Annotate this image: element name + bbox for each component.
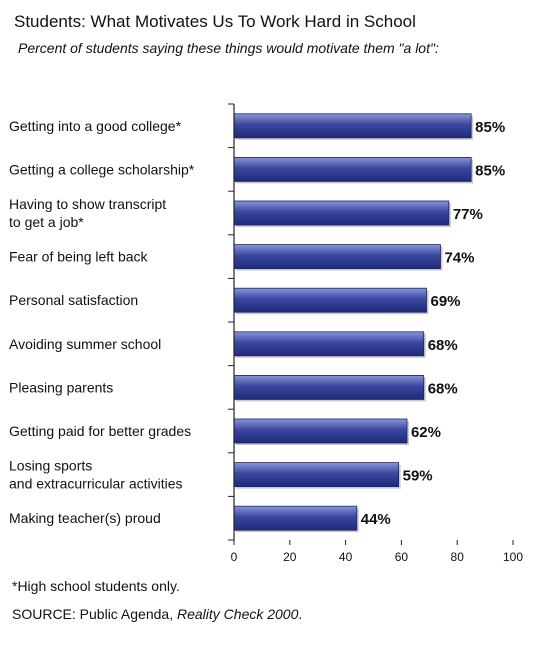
data-label: 69% [431, 293, 461, 310]
data-label: 68% [428, 337, 458, 354]
data-label: 68% [428, 380, 458, 397]
category-label: Getting paid for better grades [9, 423, 191, 439]
chart-subtitle: Percent of students saying these things … [18, 40, 439, 56]
bar [233, 113, 472, 139]
source-suffix: . [298, 606, 303, 622]
bar [233, 156, 472, 182]
x-tick-label: 40 [339, 550, 353, 564]
data-label: 59% [403, 468, 433, 485]
source-note: SOURCE: Public Agenda, Reality Check 200… [12, 606, 302, 622]
category-label: Avoiding summer school [9, 336, 161, 352]
x-tick-label: 0 [231, 550, 238, 564]
bar [233, 418, 408, 444]
source-publication: Reality Check 2000 [176, 606, 299, 622]
category-label: Personal satisfaction [9, 292, 138, 308]
x-tick-label: 100 [503, 550, 523, 564]
category-label: Getting a college scholarship* [9, 161, 195, 177]
chart-title: Students: What Motivates Us To Work Hard… [14, 12, 416, 31]
data-label: 62% [411, 424, 441, 441]
bar [233, 505, 358, 531]
x-tick-label: 80 [451, 550, 465, 564]
bar [233, 244, 441, 270]
x-tick-label: 60 [395, 550, 409, 564]
data-label: 85% [475, 162, 505, 179]
data-label: 85% [475, 119, 505, 136]
bar [233, 331, 425, 357]
category-label: Losing sports and extracurricular activit… [9, 458, 183, 492]
bar [233, 374, 425, 400]
category-label: Making teacher(s) proud [9, 510, 161, 526]
data-label: 77% [453, 206, 483, 223]
x-tick-label: 20 [283, 550, 297, 564]
footnote: *High school students only. [12, 578, 180, 594]
category-label: Pleasing parents [9, 379, 113, 395]
category-label: Having to show transcript to get a job* [9, 196, 166, 230]
data-label: 44% [361, 511, 391, 528]
source-prefix: SOURCE: Public Agenda, [12, 606, 177, 622]
bar [233, 287, 427, 313]
category-label: Getting into a good college* [9, 118, 182, 134]
bar [233, 462, 400, 488]
bar [233, 200, 450, 226]
category-label: Fear of being left back [9, 249, 149, 265]
data-label: 74% [444, 250, 474, 267]
